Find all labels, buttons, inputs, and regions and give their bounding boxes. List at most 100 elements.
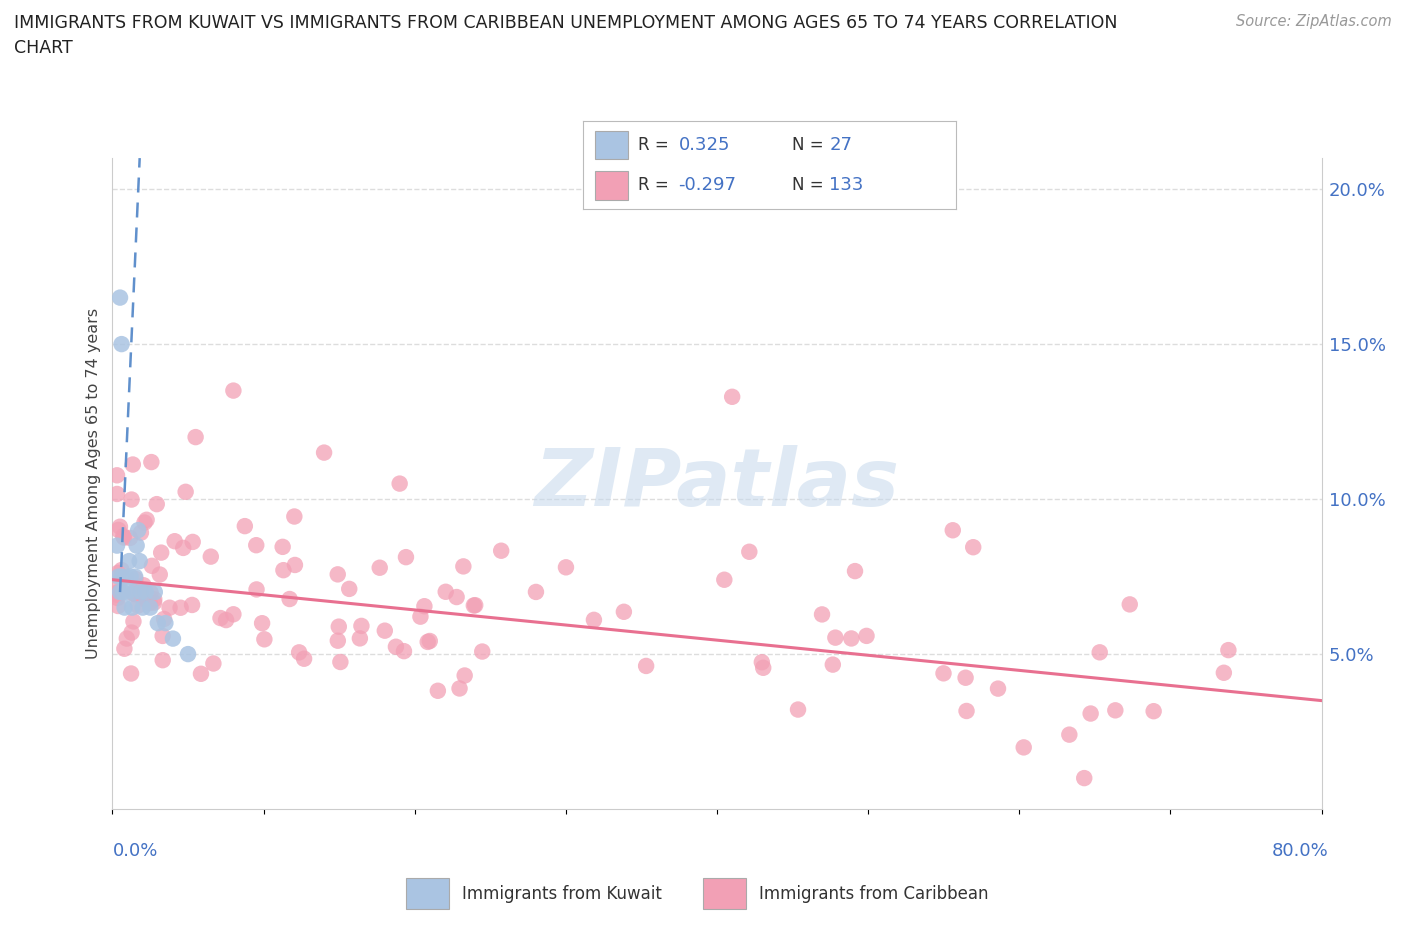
Point: [326, 633, 349, 648]
Point: [145, 497, 167, 512]
Point: [146, 616, 169, 631]
Point: [453, 559, 475, 574]
Point: [233, 519, 256, 534]
Text: R =: R =: [637, 136, 673, 153]
Point: [787, 702, 810, 717]
Point: [118, 553, 141, 568]
Point: [110, 337, 132, 352]
Point: [392, 644, 415, 658]
Point: [328, 619, 350, 634]
Point: [1212, 665, 1234, 680]
Point: [1073, 771, 1095, 786]
Point: [181, 535, 204, 550]
Point: [222, 607, 245, 622]
Point: [125, 538, 148, 553]
Bar: [595, 130, 628, 159]
Point: [112, 642, 135, 657]
Point: [751, 655, 773, 670]
Point: [202, 656, 225, 671]
Point: [636, 658, 658, 673]
Text: Immigrants from Caribbean: Immigrants from Caribbean: [759, 884, 988, 903]
Point: [110, 563, 132, 578]
Text: N =: N =: [792, 177, 830, 194]
Point: [271, 539, 294, 554]
Point: [385, 639, 408, 654]
Point: [129, 525, 152, 540]
Point: [409, 609, 432, 624]
Point: [108, 519, 131, 534]
Point: [374, 623, 396, 638]
Text: CHART: CHART: [14, 39, 73, 57]
Point: [181, 598, 204, 613]
Text: N =: N =: [792, 136, 830, 153]
Point: [105, 468, 128, 483]
Point: [446, 590, 468, 604]
Point: [141, 455, 163, 470]
Point: [184, 430, 207, 445]
Point: [582, 613, 605, 628]
Point: [464, 598, 486, 613]
Bar: [595, 171, 628, 200]
Point: [121, 492, 143, 507]
Point: [955, 703, 977, 718]
Point: [120, 666, 142, 681]
Point: [932, 666, 955, 681]
Point: [120, 569, 142, 584]
Point: [368, 560, 391, 575]
Point: [209, 611, 232, 626]
Point: [139, 600, 162, 615]
Point: [434, 584, 457, 599]
Point: [124, 587, 146, 602]
Point: [1218, 643, 1240, 658]
Point: [449, 681, 471, 696]
Point: [152, 653, 174, 668]
Point: [855, 629, 877, 644]
Point: [752, 660, 775, 675]
Point: [1119, 597, 1142, 612]
Point: [524, 584, 547, 599]
Point: [245, 582, 267, 597]
Point: [350, 618, 373, 633]
Point: [155, 616, 177, 631]
Point: [839, 631, 862, 646]
Text: 80.0%: 80.0%: [1272, 842, 1329, 860]
Point: [122, 585, 145, 600]
Point: [141, 558, 163, 573]
Point: [314, 445, 336, 460]
Point: [177, 646, 200, 661]
Point: [121, 600, 143, 615]
Point: [134, 515, 156, 530]
Point: [273, 563, 295, 578]
Point: [395, 550, 418, 565]
Point: [426, 684, 449, 698]
Point: [135, 512, 157, 527]
Point: [1143, 704, 1166, 719]
Point: [143, 591, 166, 606]
Point: [413, 599, 436, 614]
Point: [132, 578, 155, 592]
Point: [107, 565, 129, 580]
Point: [162, 631, 184, 646]
Point: [1104, 703, 1126, 718]
Point: [122, 586, 145, 601]
Point: [942, 523, 965, 538]
Point: [149, 567, 172, 582]
Point: [453, 668, 475, 683]
Point: [110, 569, 132, 584]
Point: [463, 598, 485, 613]
Point: [139, 595, 162, 610]
Point: [159, 600, 181, 615]
Text: Source: ZipAtlas.com: Source: ZipAtlas.com: [1236, 14, 1392, 29]
Text: R =: R =: [637, 177, 673, 194]
Bar: [703, 878, 747, 910]
Point: [121, 457, 143, 472]
Point: [955, 671, 977, 685]
Point: [278, 591, 301, 606]
Y-axis label: Unemployment Among Ages 65 to 74 years: Unemployment Among Ages 65 to 74 years: [86, 308, 101, 659]
Text: 27: 27: [830, 136, 852, 153]
Point: [1012, 740, 1035, 755]
Point: [489, 543, 512, 558]
Point: [107, 523, 129, 538]
Point: [153, 612, 176, 627]
Point: [127, 523, 149, 538]
